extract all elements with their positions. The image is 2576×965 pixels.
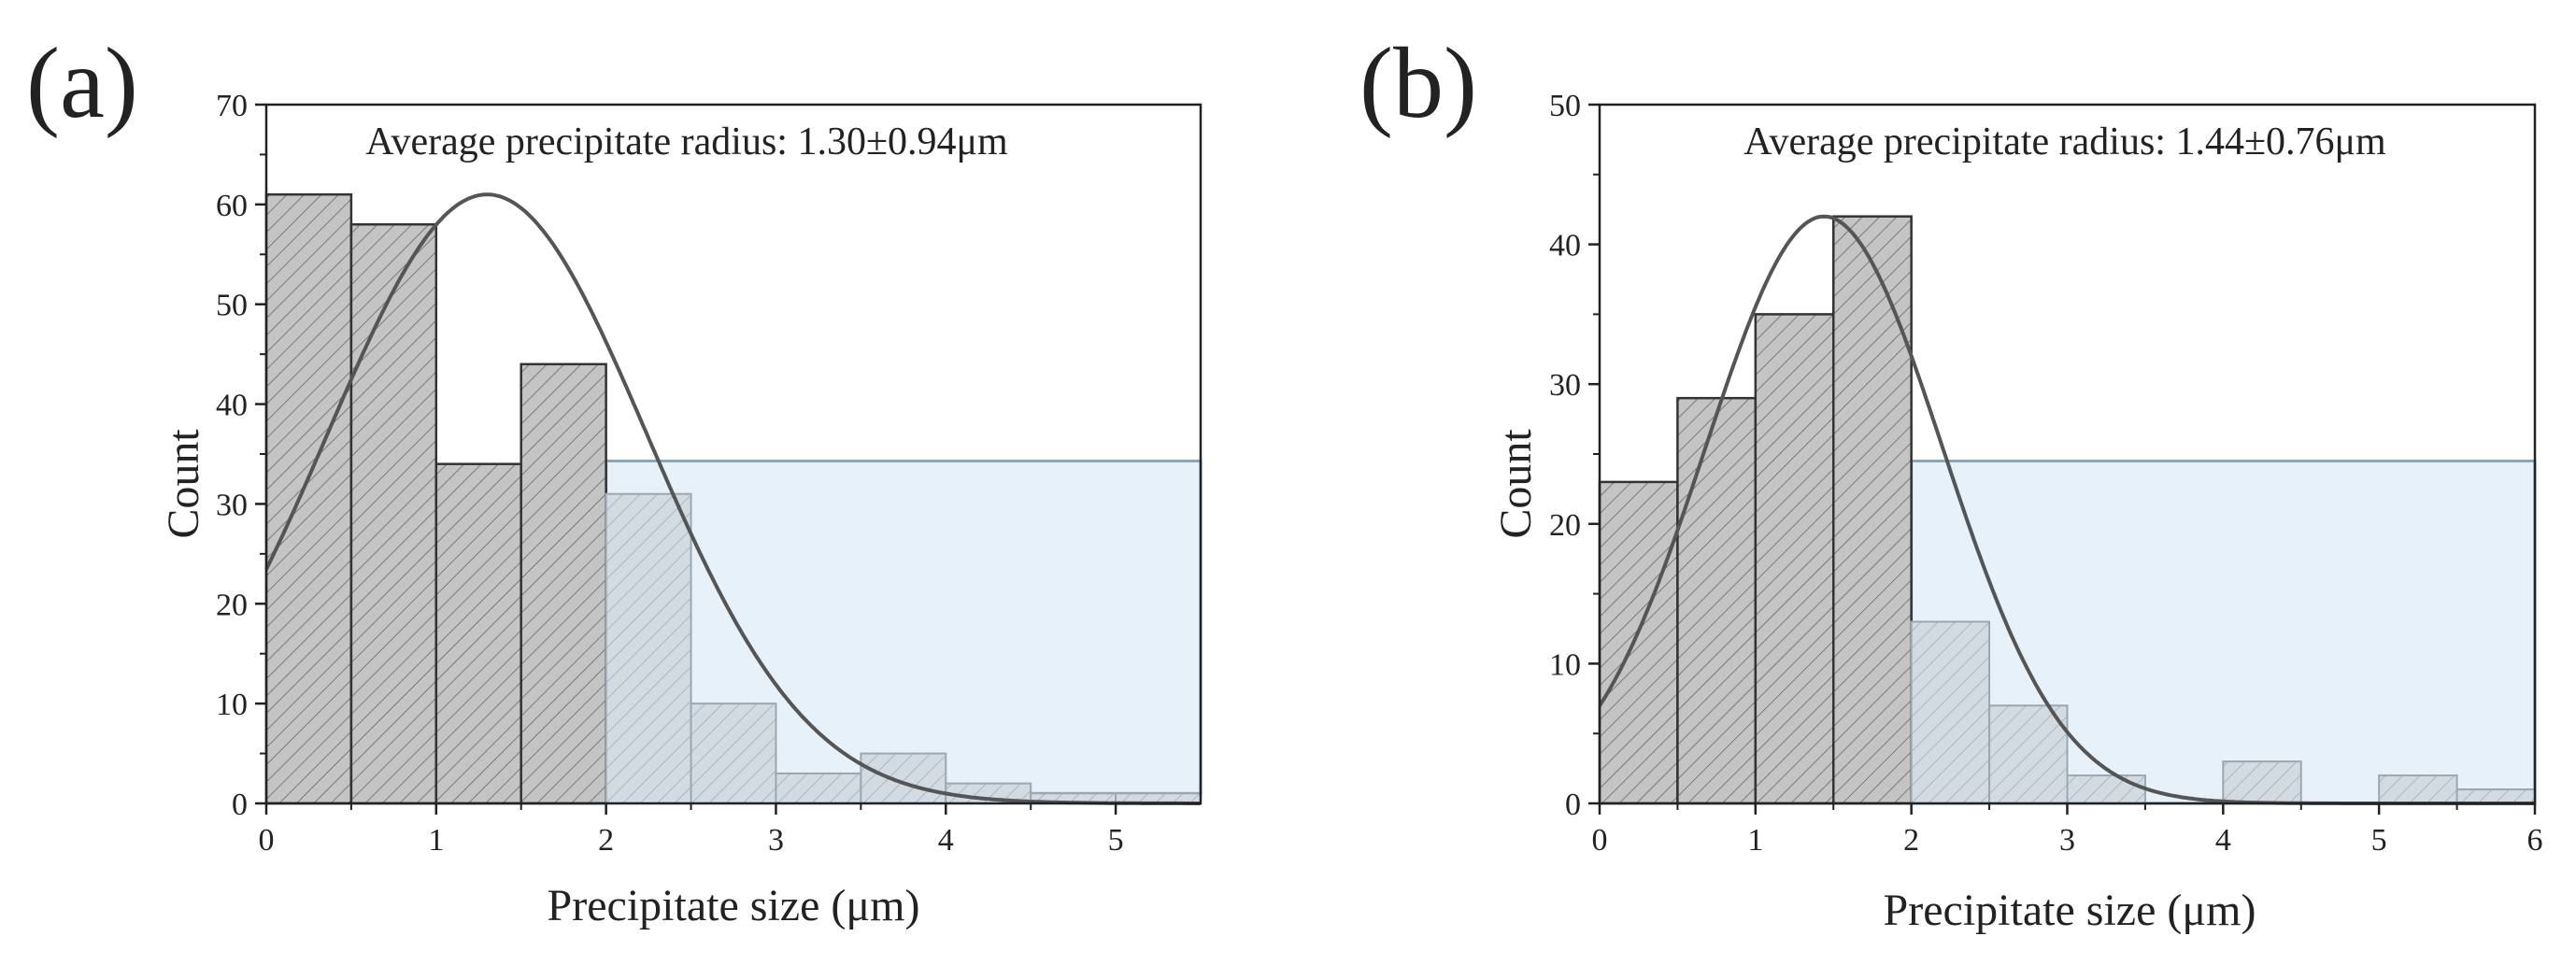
histogram-bar xyxy=(775,772,862,805)
x-tick-label: 1 xyxy=(1747,823,1763,858)
x-tick-label: 1 xyxy=(428,823,444,858)
histogram-bar xyxy=(1988,704,2069,805)
histogram-bar xyxy=(519,362,607,805)
x-tick-label: 4 xyxy=(938,823,954,858)
histogram-bar xyxy=(2222,760,2302,804)
x-tick-label: 0 xyxy=(259,823,275,858)
y-tick-label: 50 xyxy=(216,289,248,323)
y-tick-label: 0 xyxy=(232,788,248,822)
y-tick-label: 40 xyxy=(216,389,248,423)
x-tick-label: 0 xyxy=(1592,823,1608,858)
y-tick-label: 60 xyxy=(216,189,248,223)
y-tick-label: 10 xyxy=(216,688,248,722)
histogram-bar xyxy=(434,462,522,805)
histogram-bar xyxy=(264,192,353,805)
histogram-bar xyxy=(690,702,777,805)
histogram-bar xyxy=(1598,480,1679,805)
chart-panel-b: (b) 0 1 2 3 4 5 6 0 10 20 30 40 50 Average precipita… xyxy=(1359,28,2543,935)
y-tick-label: 30 xyxy=(216,488,248,522)
x-tick-label: 4 xyxy=(2215,823,2231,858)
histogram-bar xyxy=(1832,215,1913,805)
histogram-bar xyxy=(605,492,692,804)
y-tick-label: 20 xyxy=(216,588,248,622)
histogram-bar xyxy=(1910,620,1991,805)
y-tick-label: 0 xyxy=(1565,788,1581,822)
x-tick-label: 5 xyxy=(2371,823,2387,858)
histogram-bar xyxy=(2455,788,2536,804)
y-tick-label: 30 xyxy=(1549,368,1581,403)
panel-label: (a) xyxy=(26,28,138,139)
histogram-bar xyxy=(349,222,438,805)
x-tick-label: 6 xyxy=(2527,823,2543,858)
y-axis-label: Count xyxy=(159,429,208,539)
x-tick-label: 3 xyxy=(2059,823,2075,858)
x-axis-label: Precipitate size (μm) xyxy=(1884,886,2256,935)
plot-area: 0 1 2 3 4 5 6 0 10 20 30 40 50 xyxy=(1549,89,2543,858)
y-axis-label: Count xyxy=(1491,429,1541,539)
y-tick-label: 20 xyxy=(1549,508,1581,543)
fit-curve xyxy=(264,192,1201,805)
y-tick-label: 10 xyxy=(1549,647,1581,682)
histogram-bar xyxy=(1676,396,1758,805)
y-tick-label: 40 xyxy=(1549,229,1581,263)
y-tick-label: 50 xyxy=(1549,89,1581,123)
y-tick-label: 70 xyxy=(216,89,248,123)
chart-title: Average precipitate radius: 1.44±0.76μm xyxy=(1743,121,2386,163)
histogram-bar xyxy=(2378,774,2458,805)
x-tick-label: 3 xyxy=(768,823,784,858)
histogram-bar xyxy=(1754,313,1835,805)
x-tick-label: 2 xyxy=(1903,823,1919,858)
histogram-bar xyxy=(860,752,947,804)
histogram-bar xyxy=(2066,774,2146,805)
x-tick-label: 5 xyxy=(1108,823,1124,858)
panel-label: (b) xyxy=(1359,28,1477,139)
x-axis-label: Precipitate size (μm) xyxy=(548,881,920,930)
x-tick-label: 2 xyxy=(598,823,614,858)
chart-title: Average precipitate radius: 1.30±0.94μm xyxy=(365,121,1008,163)
